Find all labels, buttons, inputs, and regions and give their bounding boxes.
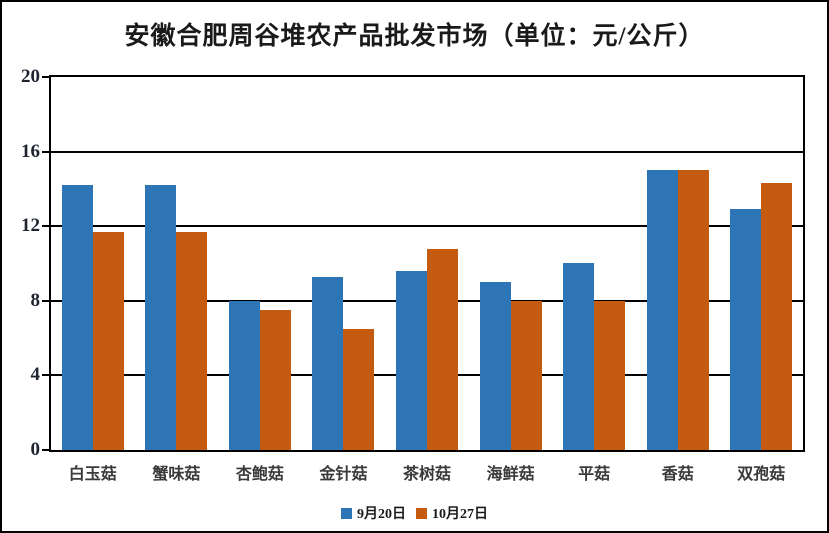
bar-香菇-9月20日 <box>646 170 678 450</box>
bar-平菇-10月27日 <box>594 301 626 450</box>
x-axis-label-金针菇: 金针菇 <box>319 466 368 483</box>
bar-茶树菇-9月20日 <box>396 271 428 450</box>
bar-蟹味菇-9月20日 <box>145 185 177 450</box>
x-axis-label-杏鲍菇: 杏鲍菇 <box>235 466 284 483</box>
y-tick-0 <box>42 449 49 451</box>
x-axis-label-双孢菇: 双孢菇 <box>737 466 786 483</box>
bar-group-白玉菇 <box>51 77 135 450</box>
y-tick-8 <box>42 300 49 302</box>
y-tick-20 <box>42 76 49 78</box>
legend-label: 9月20日 <box>357 507 406 522</box>
bar-白玉菇-10月27日 <box>92 232 124 450</box>
y-axis-label-4: 4 <box>30 364 41 385</box>
chart-title: 安徽合肥周谷堆农产品批发市场（单位：元/公斤） <box>124 23 705 50</box>
gridline-12 <box>51 225 803 227</box>
bar-group-香菇 <box>636 77 720 450</box>
bar-香菇-10月27日 <box>677 170 709 450</box>
legend-item-9月20日: 9月20日 <box>341 503 406 523</box>
bar-茶树菇-10月27日 <box>427 249 459 450</box>
bars-layer <box>51 77 803 450</box>
legend-item-10月27日: 10月27日 <box>416 503 488 523</box>
y-axis-label-8: 8 <box>30 290 41 311</box>
bar-双孢菇-9月20日 <box>730 209 762 450</box>
bar-海鲜菇-10月27日 <box>510 301 542 450</box>
x-axis-label-香菇: 香菇 <box>661 466 694 483</box>
legend-swatch-icon <box>416 507 427 519</box>
bar-金针菇-9月20日 <box>312 277 344 450</box>
plot-area <box>49 75 805 452</box>
x-axis-label-茶树菇: 茶树菇 <box>403 466 452 483</box>
legend-label: 10月27日 <box>432 507 488 522</box>
bar-group-平菇 <box>552 77 636 450</box>
y-axis-label-16: 16 <box>21 141 40 162</box>
x-axis-labels: 白玉菇 蟹味菇 杏鲍菇 金针菇 茶树菇 海鲜菇 平菇 香菇 双孢菇 <box>51 460 803 484</box>
bar-海鲜菇-9月20日 <box>479 282 511 450</box>
bar-group-杏鲍菇 <box>218 77 302 450</box>
x-axis-label-蟹味菇: 蟹味菇 <box>152 466 201 483</box>
y-axis-label-12: 12 <box>21 215 40 236</box>
bar-金针菇-10月27日 <box>343 329 375 450</box>
bar-group-蟹味菇 <box>135 77 219 450</box>
bar-平菇-9月20日 <box>563 263 595 450</box>
bar-蟹味菇-10月27日 <box>176 232 208 450</box>
x-axis-label-白玉菇: 白玉菇 <box>68 466 117 483</box>
x-axis-label-平菇: 平菇 <box>578 466 611 483</box>
y-axis-label-20: 20 <box>21 66 40 87</box>
bar-杏鲍菇-9月20日 <box>228 301 260 450</box>
bar-group-金针菇 <box>302 77 386 450</box>
bar-白玉菇-9月20日 <box>61 185 93 450</box>
bar-group-茶树菇 <box>385 77 469 450</box>
bar-group-海鲜菇 <box>469 77 553 450</box>
legend: 9月20日 10月27日 <box>2 503 827 523</box>
bar-group-双孢菇 <box>720 77 804 450</box>
y-axis-label-0: 0 <box>30 439 41 460</box>
bar-杏鲍菇-10月27日 <box>259 310 291 450</box>
y-tick-16 <box>42 151 49 153</box>
gridline-16 <box>51 151 803 153</box>
legend-swatch-icon <box>341 507 352 519</box>
bar-双孢菇-10月27日 <box>761 183 793 450</box>
y-tick-12 <box>42 225 49 227</box>
x-axis-label-海鲜菇: 海鲜菇 <box>486 466 535 483</box>
y-tick-4 <box>42 374 49 376</box>
